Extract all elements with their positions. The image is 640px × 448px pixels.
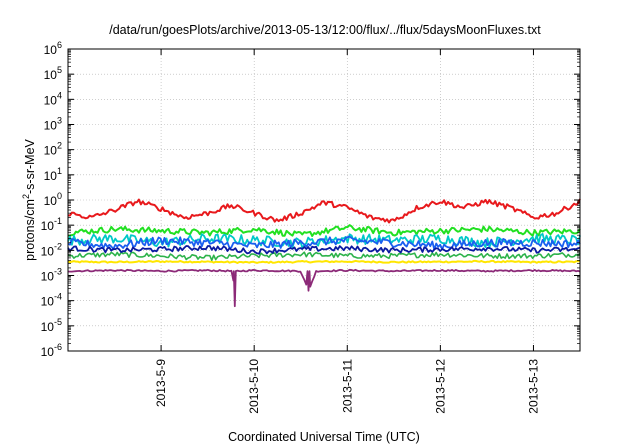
y-tick-label: 10-1 — [41, 216, 62, 233]
series-line-6 — [67, 259, 581, 264]
y-tick-base: 10 — [41, 270, 55, 284]
y-tick-exponent: -3 — [54, 267, 62, 277]
series-group — [67, 198, 581, 308]
y-axis-label: protons/cm2-s-sr-MeV — [21, 138, 37, 260]
y-tick-exponent: 6 — [57, 40, 62, 50]
y-axis-label-rest: -s-sr-MeV — [23, 138, 37, 194]
x-tick-labels: 2013-5-9 2013-5-10 2013-5-11 2013-5-12 2013-… — [154, 359, 540, 414]
x-tick-label: 2013-5-13 — [526, 359, 540, 414]
series-line-4 — [67, 245, 581, 255]
y-axis-label-main: protons/cm — [23, 199, 37, 261]
x-axis-label: Coordinated Universal Time (UTC) — [228, 430, 420, 444]
y-tick-exponent: 0 — [57, 191, 62, 201]
y-tick-base: 10 — [44, 144, 58, 158]
y-tick-exponent: -5 — [54, 317, 62, 327]
axis-ticks — [68, 48, 580, 352]
chart-title: /data/run/goesPlots/archive/2013-05-13/1… — [109, 23, 541, 37]
grid — [68, 49, 580, 351]
y-tick-label: 106 — [44, 40, 62, 57]
y-tick-base: 10 — [44, 119, 58, 133]
y-tick-base: 10 — [41, 219, 55, 233]
series-line-3 — [67, 235, 581, 251]
y-tick-label: 102 — [44, 141, 62, 158]
y-tick-label: 10-6 — [41, 342, 62, 359]
y-tick-base: 10 — [41, 244, 55, 258]
y-tick-label: 10-2 — [41, 241, 62, 258]
x-tick-label: 2013-5-12 — [433, 359, 447, 414]
y-tick-label: 103 — [44, 116, 62, 133]
series-line-1 — [67, 224, 581, 237]
y-tick-label: 10-5 — [41, 317, 62, 334]
x-tick-label: 2013-5-10 — [247, 359, 261, 414]
y-tick-exponent: 5 — [57, 65, 62, 75]
y-tick-base: 10 — [44, 68, 58, 82]
series-line-0 — [67, 198, 581, 224]
y-tick-exponent: 2 — [57, 141, 62, 151]
y-tick-exponent: 1 — [57, 166, 62, 176]
series-line-7 — [67, 268, 581, 308]
y-tick-exponent: -1 — [54, 216, 62, 226]
y-tick-exponent: -6 — [54, 342, 62, 352]
y-tick-label: 10-4 — [41, 292, 62, 309]
y-tick-label: 101 — [44, 166, 62, 183]
x-tick-label: 2013-5-11 — [340, 359, 354, 413]
y-tick-label: 100 — [44, 191, 62, 208]
y-tick-exponent: -4 — [54, 292, 62, 302]
y-tick-exponent: 4 — [57, 90, 62, 100]
y-tick-label: 104 — [44, 90, 62, 107]
series-line-5 — [67, 251, 581, 262]
y-tick-base: 10 — [44, 93, 58, 107]
y-tick-label: 10-3 — [41, 267, 62, 284]
y-tick-base: 10 — [44, 194, 58, 208]
y-tick-base: 10 — [41, 345, 55, 359]
y-tick-exponent: 3 — [57, 116, 62, 126]
y-tick-base: 10 — [44, 43, 58, 57]
y-tick-labels: 10-610-510-410-310-210-11001011021031041… — [41, 40, 62, 359]
y-tick-base: 10 — [41, 320, 55, 334]
y-tick-exponent: -2 — [54, 241, 62, 251]
x-tick-label: 2013-5-9 — [154, 359, 168, 407]
y-tick-base: 10 — [44, 169, 58, 183]
y-tick-base: 10 — [41, 295, 55, 309]
y-tick-label: 105 — [44, 65, 62, 82]
y-axis-label-sup: 2 — [21, 194, 31, 199]
